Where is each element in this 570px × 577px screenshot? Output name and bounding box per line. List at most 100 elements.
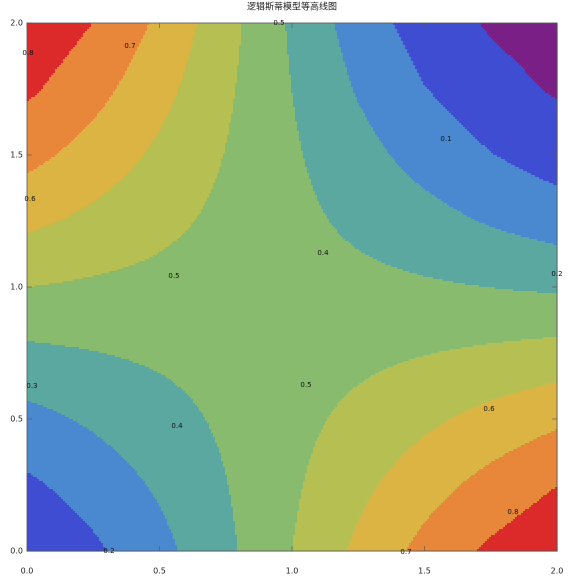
contour-band (139, 45, 192, 48)
contour-band (355, 93, 434, 96)
contour-band (27, 221, 56, 224)
contour-band (337, 31, 398, 34)
contour-band (73, 419, 206, 422)
contour-band (165, 119, 232, 122)
contour-band (365, 507, 438, 510)
contour-band (297, 121, 370, 124)
contour-band (171, 379, 366, 382)
contour-band (27, 407, 48, 410)
contour-band (211, 191, 316, 194)
contour-band (179, 237, 344, 240)
contour-band (197, 215, 328, 218)
contour-band (33, 475, 140, 478)
contour-band (535, 175, 558, 178)
contour-band (211, 189, 314, 192)
contour-band (465, 127, 558, 130)
contour-band (363, 111, 450, 114)
contour-band (27, 429, 90, 432)
contour-band (381, 479, 468, 482)
contour-band (147, 29, 196, 32)
contour-band (27, 409, 54, 412)
contour-band (229, 127, 298, 130)
contour-band (123, 457, 222, 460)
contour-band (341, 49, 408, 52)
contour-band (101, 273, 418, 276)
contour-band (295, 109, 364, 112)
contour-band (211, 429, 322, 432)
contour-band (27, 251, 160, 254)
contour-band (131, 465, 224, 468)
contour-band (299, 135, 378, 138)
contour-band (345, 239, 538, 242)
contour-band (27, 351, 100, 354)
contour-band (307, 469, 390, 472)
contour-band (27, 375, 166, 378)
contour-band (201, 209, 324, 212)
contour-band (311, 457, 400, 460)
contour-band (417, 533, 496, 536)
contour-band (35, 341, 504, 344)
contour-band (521, 65, 558, 68)
contour-band (27, 477, 38, 480)
contour-band (129, 65, 186, 68)
x-tick-label: 2.0 (551, 567, 564, 576)
contour-band (511, 521, 558, 524)
contour-band (461, 483, 558, 486)
contour-band (53, 489, 150, 492)
contour-band (27, 49, 72, 52)
contour-band (169, 109, 234, 112)
contour-band (359, 519, 428, 522)
contour-band (105, 103, 174, 106)
contour-band (323, 427, 436, 430)
contour-band (177, 91, 236, 94)
contour-band (235, 521, 298, 524)
contour-band (27, 23, 92, 26)
contour-band (553, 243, 558, 246)
contour-band (55, 221, 194, 224)
contour-band (231, 501, 300, 504)
contour-band (231, 499, 300, 502)
contour-band (285, 29, 336, 32)
contour-band (109, 189, 212, 192)
contour-band (201, 211, 324, 214)
contour-band (311, 179, 414, 182)
contour-band (299, 133, 376, 136)
contour-band (165, 375, 372, 378)
contour-band (311, 455, 402, 458)
contour-band (285, 27, 336, 30)
contour-band (503, 395, 558, 398)
contour-band (299, 509, 364, 512)
contour-band (311, 453, 404, 456)
contour-band (233, 99, 294, 102)
contour-band (225, 149, 302, 152)
contour-band (237, 549, 294, 552)
contour-band (407, 173, 532, 176)
contour-band (153, 493, 230, 496)
contour-band (287, 53, 344, 56)
contour-band (525, 71, 558, 74)
contour-band (375, 133, 472, 136)
contour-band (351, 243, 554, 246)
contour-band (353, 89, 430, 92)
contour-band (351, 81, 424, 84)
contour-band (337, 229, 502, 232)
contour-band (51, 157, 142, 160)
contour-band (27, 41, 78, 44)
contour-band (149, 23, 198, 26)
contour-band (197, 217, 328, 220)
contour-band (139, 475, 228, 478)
contour-band (199, 407, 336, 410)
contour-band (335, 27, 396, 30)
contour-band (69, 51, 136, 54)
contour-band (51, 223, 192, 226)
contour-band (197, 405, 338, 408)
contour-band (111, 445, 218, 448)
contour-band (463, 213, 558, 216)
contour-band (111, 95, 176, 98)
contour-band (555, 97, 558, 100)
contour-band (467, 479, 558, 482)
contour-band (55, 155, 144, 158)
contour-band (301, 489, 376, 492)
contour-band (499, 45, 558, 48)
contour-band (289, 63, 346, 66)
